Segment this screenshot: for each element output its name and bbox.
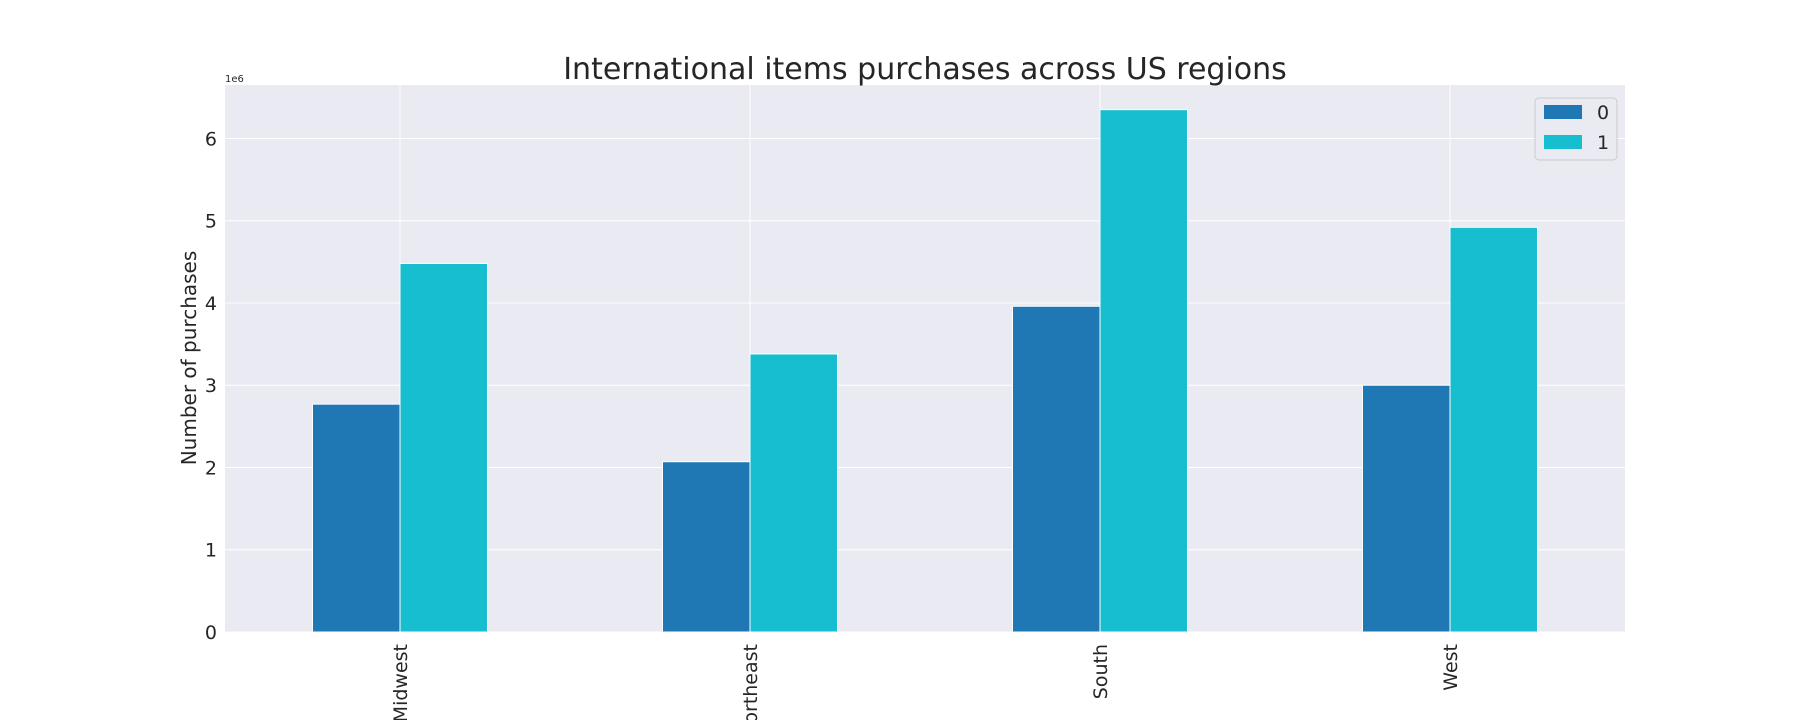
chart-title: International items purchases across US … [563,52,1287,87]
y-tick-label-6: 6 [205,128,217,150]
y-tick-label-4: 4 [205,293,217,315]
y-tick-label-3: 3 [205,375,217,397]
legend-swatch-0 [1544,105,1582,119]
x-tick-label-midwest: Midwest [390,644,412,720]
x-tick-label-west: West [1440,644,1462,691]
y-axis-label: Number of purchases [177,251,201,466]
y-tick-label-1: 1 [205,540,217,562]
legend-label-1: 1 [1597,132,1609,154]
bar-series-1-south [1099,109,1188,633]
bar-series-0-south [1012,305,1101,633]
bar-series-1-midwest [399,262,488,633]
y-tick-label-5: 5 [205,211,217,233]
bars [312,109,1538,633]
bar-series-0-northeast [662,461,751,633]
tick-labels: 0 1 2 3 4 5 6 Midwest Northeast South West [205,128,1462,720]
legend: 0 1 [1534,97,1618,161]
legend-label-0: 0 [1597,102,1609,124]
legend-swatch-1 [1544,135,1582,149]
y-tick-label-0: 0 [205,622,217,644]
bar-series-0-midwest [312,403,401,633]
bar-series-1-northeast [749,353,838,633]
y-tick-label-2: 2 [205,457,217,479]
y-axis-offset-label: 1e6 [225,74,244,85]
x-tick-label-northeast: Northeast [740,644,762,720]
x-tick-label-south: South [1090,644,1112,699]
bar-series-0-west [1362,384,1451,633]
bar-series-1-west [1449,226,1538,633]
